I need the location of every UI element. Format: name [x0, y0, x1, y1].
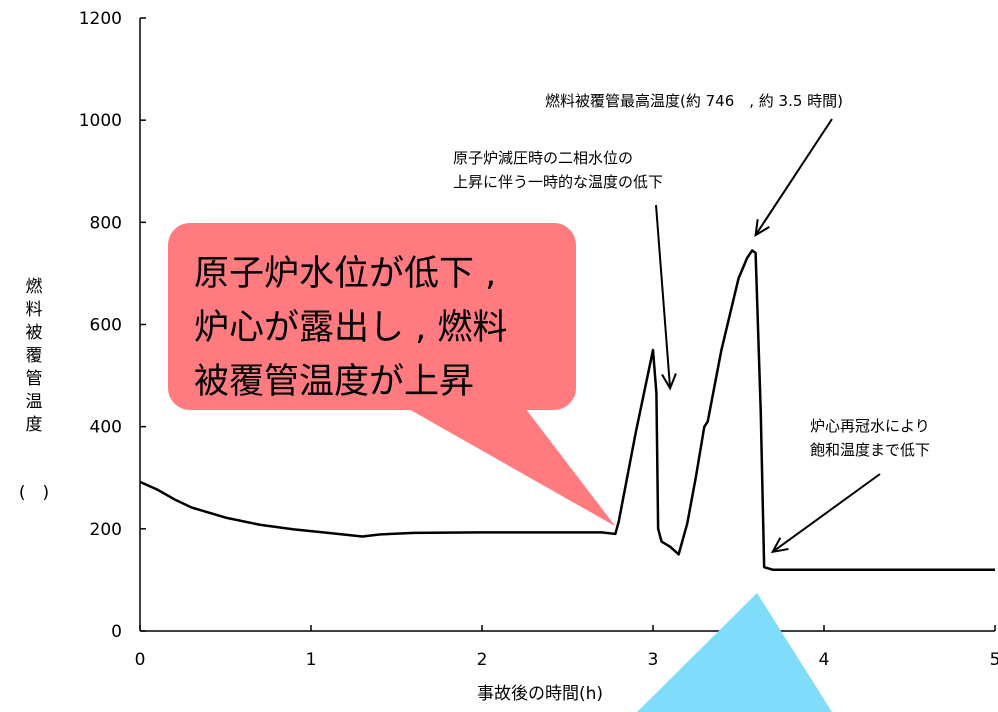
overlay-triangle-layer	[637, 593, 832, 712]
annotation-text: 炉心再冠水により	[810, 417, 930, 435]
annotation-arrow	[772, 473, 881, 553]
annotations: 燃料被覆管最高温度(約 746 , 約 3.5 時間) 原子炉減圧時の二相水位の上…	[453, 92, 930, 554]
annotation-arrowhead	[770, 537, 789, 554]
x-tick-label: 2	[477, 650, 488, 670]
y-tick-label: 0	[111, 622, 122, 642]
callout-text: 被覆管温度が上昇	[194, 362, 474, 402]
callout-text: 原子炉水位が低下 ,	[194, 254, 496, 294]
y-tick-label: 800	[90, 213, 122, 233]
callout-tail	[400, 404, 616, 527]
y-axis-label-char: 覆	[26, 346, 43, 366]
overlay-triangle	[637, 593, 832, 712]
x-tick-label: 4	[819, 650, 830, 670]
x-axis-ticks: 0 1 2 3 4 5	[135, 625, 998, 670]
y-tick-label: 1200	[79, 9, 122, 29]
x-tick-label: 5	[990, 650, 998, 670]
y-axis-label-char: 温	[26, 392, 43, 412]
y-axis-ticks: 0 200 400 600 800 1000 1200	[79, 9, 146, 642]
x-tick-label: 1	[306, 650, 317, 670]
callout-box	[168, 223, 576, 410]
series-layer	[139, 249, 995, 571]
y-axis-label-char: 燃	[26, 277, 43, 297]
y-axis-unit: ( )	[19, 483, 49, 503]
annotation-arrowhead	[754, 219, 770, 238]
annotation-text: 原子炉減圧時の二相水位の	[453, 149, 633, 167]
annotation-text: 燃料被覆管最高温度(約 746 , 約 3.5 時間)	[545, 92, 843, 110]
y-axis-label-char: 料	[26, 300, 43, 320]
y-tick-label: 200	[90, 520, 122, 540]
annotation-arrow	[655, 204, 672, 389]
x-axis-label: 事故後の時間(h)	[477, 684, 603, 704]
y-tick-label: 600	[90, 316, 122, 336]
x-tick-label: 0	[135, 650, 146, 670]
y-axis-label-char: 被	[26, 323, 43, 343]
annotation-arrowhead	[661, 373, 677, 391]
x-tick-label: 3	[648, 650, 659, 670]
annotation-text: 上昇に伴う一時的な温度の低下	[453, 173, 663, 191]
y-axis-label-char: 管	[26, 369, 43, 389]
annotation-text: 飽和温度まで低下	[810, 441, 930, 459]
annotation-arrow	[754, 118, 833, 236]
y-tick-label: 400	[90, 418, 122, 438]
temperature-series-line	[139, 249, 995, 571]
y-tick-label: 1000	[79, 111, 122, 131]
callout-text: 炉心が露出し , 燃料	[194, 308, 507, 348]
y-axis-label-char: 度	[26, 415, 43, 435]
